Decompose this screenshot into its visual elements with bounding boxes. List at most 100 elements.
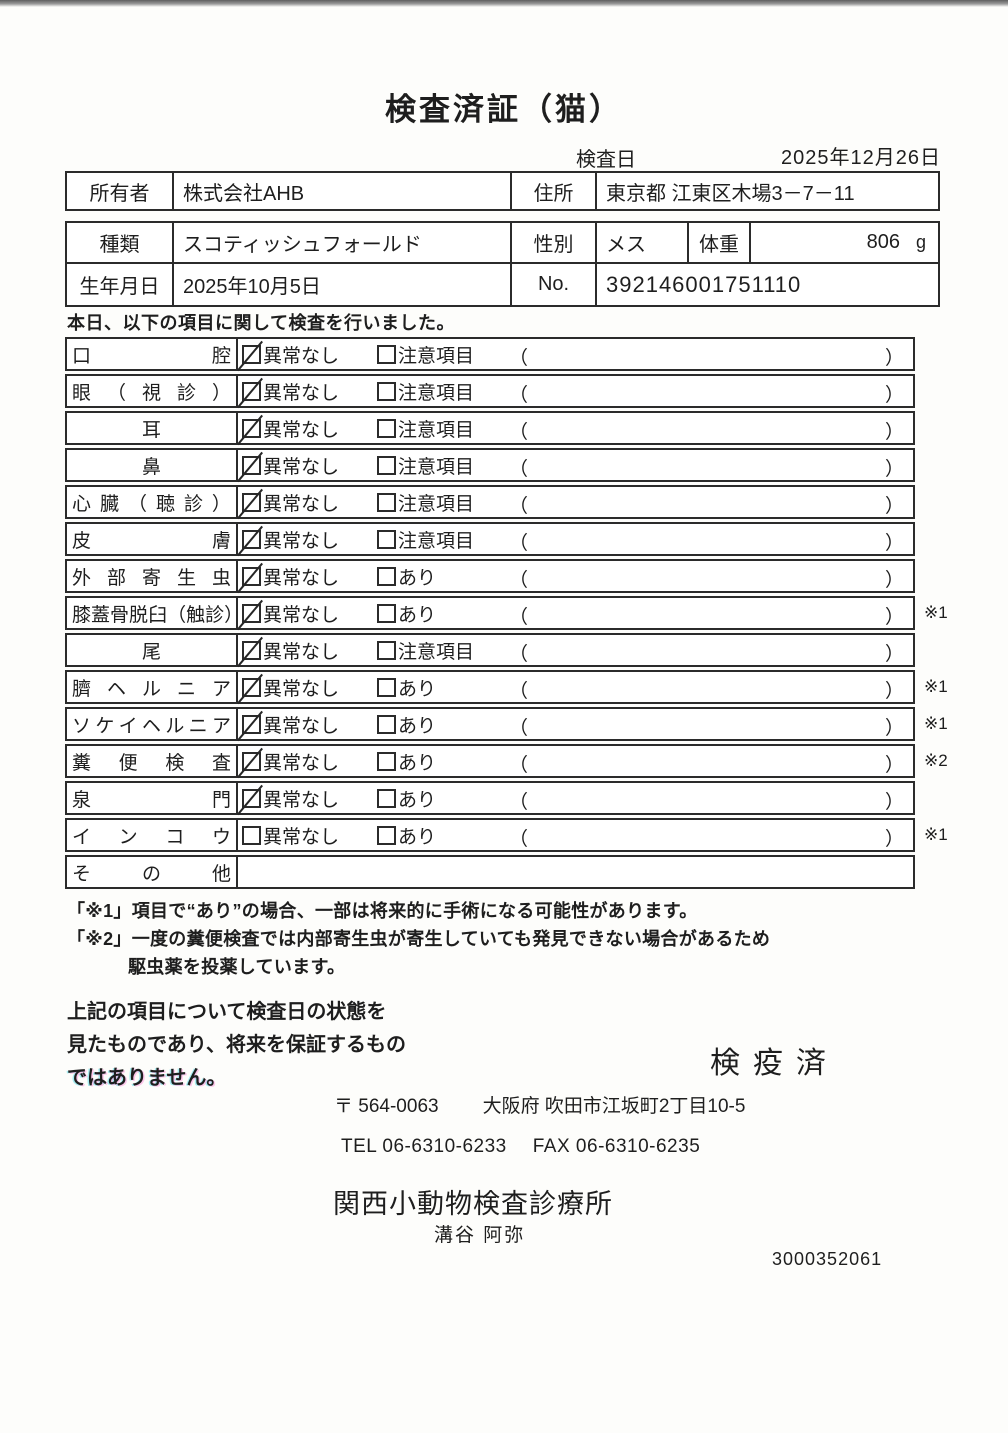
checkbox-icon[interactable] (377, 344, 396, 364)
checkbox-normal[interactable]: 異常なし (242, 339, 339, 369)
checkbox-normal[interactable]: 異常なし (242, 783, 339, 813)
checkbox-icon[interactable] (377, 751, 396, 771)
checkbox-icon[interactable] (242, 381, 261, 401)
checklist-row-umbilical-hernia: 臍ヘルニア 異常なし あり （ ） ※1 (65, 670, 948, 704)
checkbox-present[interactable]: あり (377, 709, 436, 739)
checkbox-label: 異常なし (263, 641, 340, 663)
checkbox-attention[interactable]: 注意項目 (377, 339, 474, 369)
checkbox-icon[interactable] (377, 677, 396, 697)
paren-open: （ (509, 533, 529, 554)
birth-row: 生年月日 2025年10月5日 No. 392146001751110 (67, 264, 938, 305)
checkbox-attention[interactable]: 注意項目 (377, 413, 474, 443)
paren-close: ） (884, 385, 904, 406)
clinic-address: 〒 564-0063 大阪府 吹田市江坂町2丁目10-5 (334, 1091, 745, 1118)
breed-label: 種類 (67, 223, 174, 262)
checkbox-present[interactable]: あり (377, 672, 436, 702)
checkbox-attention[interactable]: 注意項目 (377, 450, 474, 480)
checkbox-normal[interactable]: 異常なし (242, 709, 339, 739)
footnote-marker: ※1 (924, 603, 948, 622)
checkbox-icon[interactable] (242, 455, 261, 475)
paren-open: （ (509, 422, 529, 443)
checkbox-present[interactable]: あり (377, 598, 436, 628)
checkbox-icon[interactable] (242, 418, 261, 438)
checklist-row-mouth: 口腔 異常なし 注意項目 （ ） (65, 337, 915, 371)
paren-close: ） (884, 496, 904, 517)
paren-close: ） (884, 459, 904, 480)
checkbox-icon[interactable] (377, 492, 396, 512)
checkbox-normal[interactable]: 異常なし (242, 820, 339, 850)
checkbox-present[interactable]: あり (377, 746, 436, 776)
checkbox-label: あり (398, 752, 437, 774)
checkbox-icon[interactable] (242, 640, 261, 660)
checkbox-icon[interactable] (242, 492, 261, 512)
exam-checklist: 口腔 異常なし 注意項目 （ ） 眼（視診） 異常なし 注意項目 （ ） 耳 異… (65, 337, 948, 892)
checkbox-normal[interactable]: 異常なし (242, 450, 339, 480)
veterinarian-name: 溝谷 阿弥 (434, 1225, 526, 1246)
weight-value: 806 g (751, 223, 938, 262)
checklist-row-skin: 皮膚 異常なし 注意項目 （ ） (65, 522, 915, 556)
closing-line-2: 見たものであり、将来を保証するもの (67, 1034, 406, 1056)
paren-close: ） (884, 348, 904, 369)
checkbox-icon[interactable] (377, 788, 396, 808)
checkbox-icon[interactable] (377, 825, 396, 845)
paren-close: ） (884, 570, 904, 591)
checkbox-icon[interactable] (377, 566, 396, 586)
checkbox-icon[interactable] (242, 825, 261, 845)
checkbox-label: 注意項目 (398, 382, 475, 404)
checkbox-icon[interactable] (242, 603, 261, 623)
checkbox-icon[interactable] (377, 381, 396, 401)
checkbox-icon[interactable] (242, 788, 261, 808)
paren-close: ） (884, 644, 904, 665)
checkbox-attention[interactable]: 注意項目 (377, 487, 474, 517)
street-address: 大阪府 吹田市江坂町2丁目10-5 (482, 1096, 746, 1117)
checklist-row-fontanelle: 泉門 異常なし あり （ ） (65, 781, 915, 815)
document-serial-number: 3000352061 (772, 1249, 883, 1269)
checkbox-label: 注意項目 (398, 530, 475, 552)
checkbox-normal[interactable]: 異常なし (242, 524, 339, 554)
checkbox-icon[interactable] (377, 455, 396, 475)
checkbox-normal[interactable]: 異常なし (242, 598, 339, 628)
checkbox-normal[interactable]: 異常なし (242, 635, 339, 665)
checkbox-label: あり (398, 826, 437, 848)
checkbox-icon[interactable] (242, 714, 261, 734)
checkbox-normal[interactable]: 異常なし (242, 672, 339, 702)
checkbox-normal[interactable]: 異常なし (242, 376, 339, 406)
checkbox-icon[interactable] (377, 714, 396, 734)
checkbox-icon[interactable] (377, 603, 396, 623)
checkbox-label: 注意項目 (398, 345, 475, 367)
checkbox-present[interactable]: あり (377, 783, 436, 813)
checkbox-icon[interactable] (377, 640, 396, 660)
other-empty-field[interactable] (238, 857, 913, 887)
checkbox-attention[interactable]: 注意項目 (377, 376, 474, 406)
paren-open: （ (509, 792, 529, 813)
checkbox-label: 異常なし (263, 789, 340, 811)
paren-close: ） (884, 533, 904, 554)
checkbox-normal[interactable]: 異常なし (242, 746, 339, 776)
checkbox-icon[interactable] (377, 418, 396, 438)
exam-item-label: 糞便検査 (67, 746, 238, 776)
checkbox-normal[interactable]: 異常なし (242, 487, 339, 517)
sex-label: 性別 (512, 223, 597, 262)
exam-item-label: ソケイヘルニア (67, 709, 238, 739)
closing-line-3: ではありません。 (67, 1067, 227, 1089)
checkbox-label: 異常なし (263, 678, 340, 700)
checkbox-label: 異常なし (263, 419, 340, 441)
checkbox-present[interactable]: あり (377, 820, 436, 850)
checkbox-icon[interactable] (242, 751, 261, 771)
checkbox-present[interactable]: あり (377, 561, 436, 591)
animal-info-table: 種類 スコティッシュフォールド 性別 メス 体重 806 g 生年月日 2025… (65, 221, 940, 307)
checkbox-normal[interactable]: 異常なし (242, 413, 339, 443)
exam-item-label: その他 (67, 857, 238, 887)
checkbox-attention[interactable]: 注意項目 (377, 635, 474, 665)
checkbox-icon[interactable] (242, 529, 261, 549)
checkbox-normal[interactable]: 異常なし (242, 561, 339, 591)
checkbox-label: 注意項目 (398, 456, 475, 478)
checkbox-attention[interactable]: 注意項目 (377, 524, 474, 554)
no-label: No. (512, 264, 597, 305)
checkbox-icon[interactable] (242, 566, 261, 586)
checkbox-icon[interactable] (242, 677, 261, 697)
checkbox-icon[interactable] (377, 529, 396, 549)
weight-number: 806 (866, 231, 900, 253)
checkbox-icon[interactable] (242, 344, 261, 364)
